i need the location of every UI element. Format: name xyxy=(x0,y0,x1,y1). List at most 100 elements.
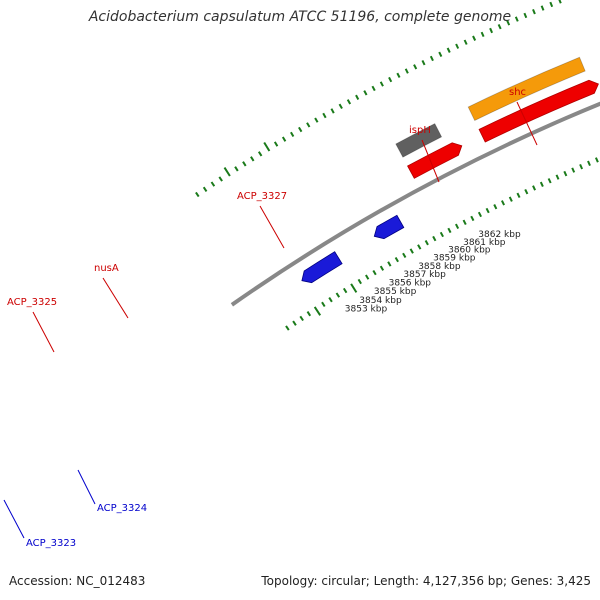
inner-tick xyxy=(424,240,429,246)
outer-tick xyxy=(480,31,485,38)
outer-tick xyxy=(298,126,303,133)
inner-tick xyxy=(539,181,544,188)
inner-tick xyxy=(470,215,475,222)
inner-tick xyxy=(285,325,290,331)
inner-tick xyxy=(432,235,437,242)
inner-tick xyxy=(372,269,377,276)
inner-tick xyxy=(306,311,312,317)
outer-tick xyxy=(532,9,536,15)
inner-tick xyxy=(493,204,498,210)
gene-label-acp_3323: ACP_3323 xyxy=(26,538,76,549)
gene-leader-line xyxy=(77,469,96,505)
inner-tick xyxy=(571,167,576,173)
outer-tick xyxy=(250,156,255,162)
inner-tick xyxy=(555,174,560,180)
outer-tick xyxy=(338,103,343,109)
inner-tick xyxy=(516,192,521,199)
outer-tick xyxy=(263,141,271,152)
gene-feature xyxy=(467,56,586,122)
scale-label: 3859 kbp xyxy=(433,254,476,264)
outer-tick xyxy=(234,166,239,172)
gene-leader-line xyxy=(3,499,25,539)
outer-tick xyxy=(523,12,528,19)
reverse-gene-feature xyxy=(301,251,343,284)
outer-tick xyxy=(455,43,460,49)
outer-tick xyxy=(506,20,511,26)
scale-label: 3858 kbp xyxy=(418,262,461,272)
outer-tick xyxy=(202,186,208,192)
inner-tick xyxy=(524,188,529,195)
outer-tick xyxy=(322,112,327,119)
outer-tick xyxy=(429,55,434,62)
outer-tick xyxy=(549,1,554,8)
outer-tick xyxy=(273,141,279,147)
inner-tick xyxy=(379,265,385,271)
gene-feature xyxy=(395,123,443,158)
outer-tick xyxy=(257,151,263,157)
scale-label: 3855 kbp xyxy=(374,287,417,297)
outer-tick xyxy=(363,90,368,96)
inner-tick xyxy=(462,219,467,226)
outer-tick xyxy=(290,131,295,138)
cds-feature xyxy=(478,79,599,143)
outer-tick xyxy=(463,39,468,45)
inner-tick xyxy=(409,248,414,254)
outer-tick xyxy=(514,16,519,22)
cds-feature xyxy=(407,142,463,179)
outer-tick xyxy=(330,108,335,114)
outer-tick xyxy=(218,176,223,182)
scale-label: 3856 kbp xyxy=(389,279,432,289)
genome-title: Acidobacterium capsulatum ATCC 51196, co… xyxy=(88,9,512,25)
outer-tick xyxy=(223,167,231,177)
outer-tick xyxy=(438,51,443,58)
gene-label-acp_3324: ACP_3324 xyxy=(97,503,147,514)
outer-tick xyxy=(210,181,216,187)
outer-tick xyxy=(388,76,393,83)
inner-tick xyxy=(563,170,568,177)
inner-tick xyxy=(485,207,490,214)
accession-text: Accession: NC_012483 xyxy=(9,574,146,588)
inner-tick xyxy=(394,256,399,263)
outer-tick xyxy=(413,64,418,70)
inner-tick xyxy=(328,297,333,303)
outer-tick xyxy=(355,94,360,100)
inner-tick xyxy=(387,261,392,267)
inner-tick xyxy=(439,231,444,238)
inner-tick xyxy=(417,244,422,250)
inner-tick xyxy=(455,223,460,230)
scale-label: 3860 kbp xyxy=(448,246,491,256)
inner-tick xyxy=(402,252,407,259)
outer-tick xyxy=(195,191,200,198)
outer-tick xyxy=(242,161,247,167)
reverse-gene-feature xyxy=(373,214,405,240)
outer-tick xyxy=(404,68,409,74)
gene-label-acp_3325: ACP_3325 xyxy=(7,297,57,308)
inner-tick xyxy=(501,200,505,206)
gene-label-isph: ispH xyxy=(409,125,431,136)
outer-tick xyxy=(489,27,494,34)
gene-label-nusa: nusA xyxy=(94,263,119,274)
gene-leader-line xyxy=(102,277,129,319)
gene-label-shc: shc xyxy=(509,87,526,98)
inner-tick xyxy=(350,283,358,293)
outer-tick xyxy=(558,0,562,4)
outer-tick xyxy=(497,23,502,30)
scale-label: 3854 kbp xyxy=(359,296,402,306)
outer-tick xyxy=(396,72,401,78)
scale-label: 3853 kbp xyxy=(345,305,388,315)
inner-tick xyxy=(357,278,362,285)
outer-tick xyxy=(306,122,311,128)
inner-tick xyxy=(587,160,591,166)
inner-tick xyxy=(508,196,513,202)
outer-tick xyxy=(472,35,477,41)
inner-tick xyxy=(532,185,537,191)
scale-label: 3857 kbp xyxy=(403,270,446,280)
gene-leader-line xyxy=(516,101,538,146)
genome-backbone xyxy=(230,101,600,307)
inner-tick xyxy=(579,164,584,170)
outer-tick xyxy=(446,47,451,53)
inner-tick xyxy=(547,178,552,184)
outer-tick xyxy=(379,81,384,87)
